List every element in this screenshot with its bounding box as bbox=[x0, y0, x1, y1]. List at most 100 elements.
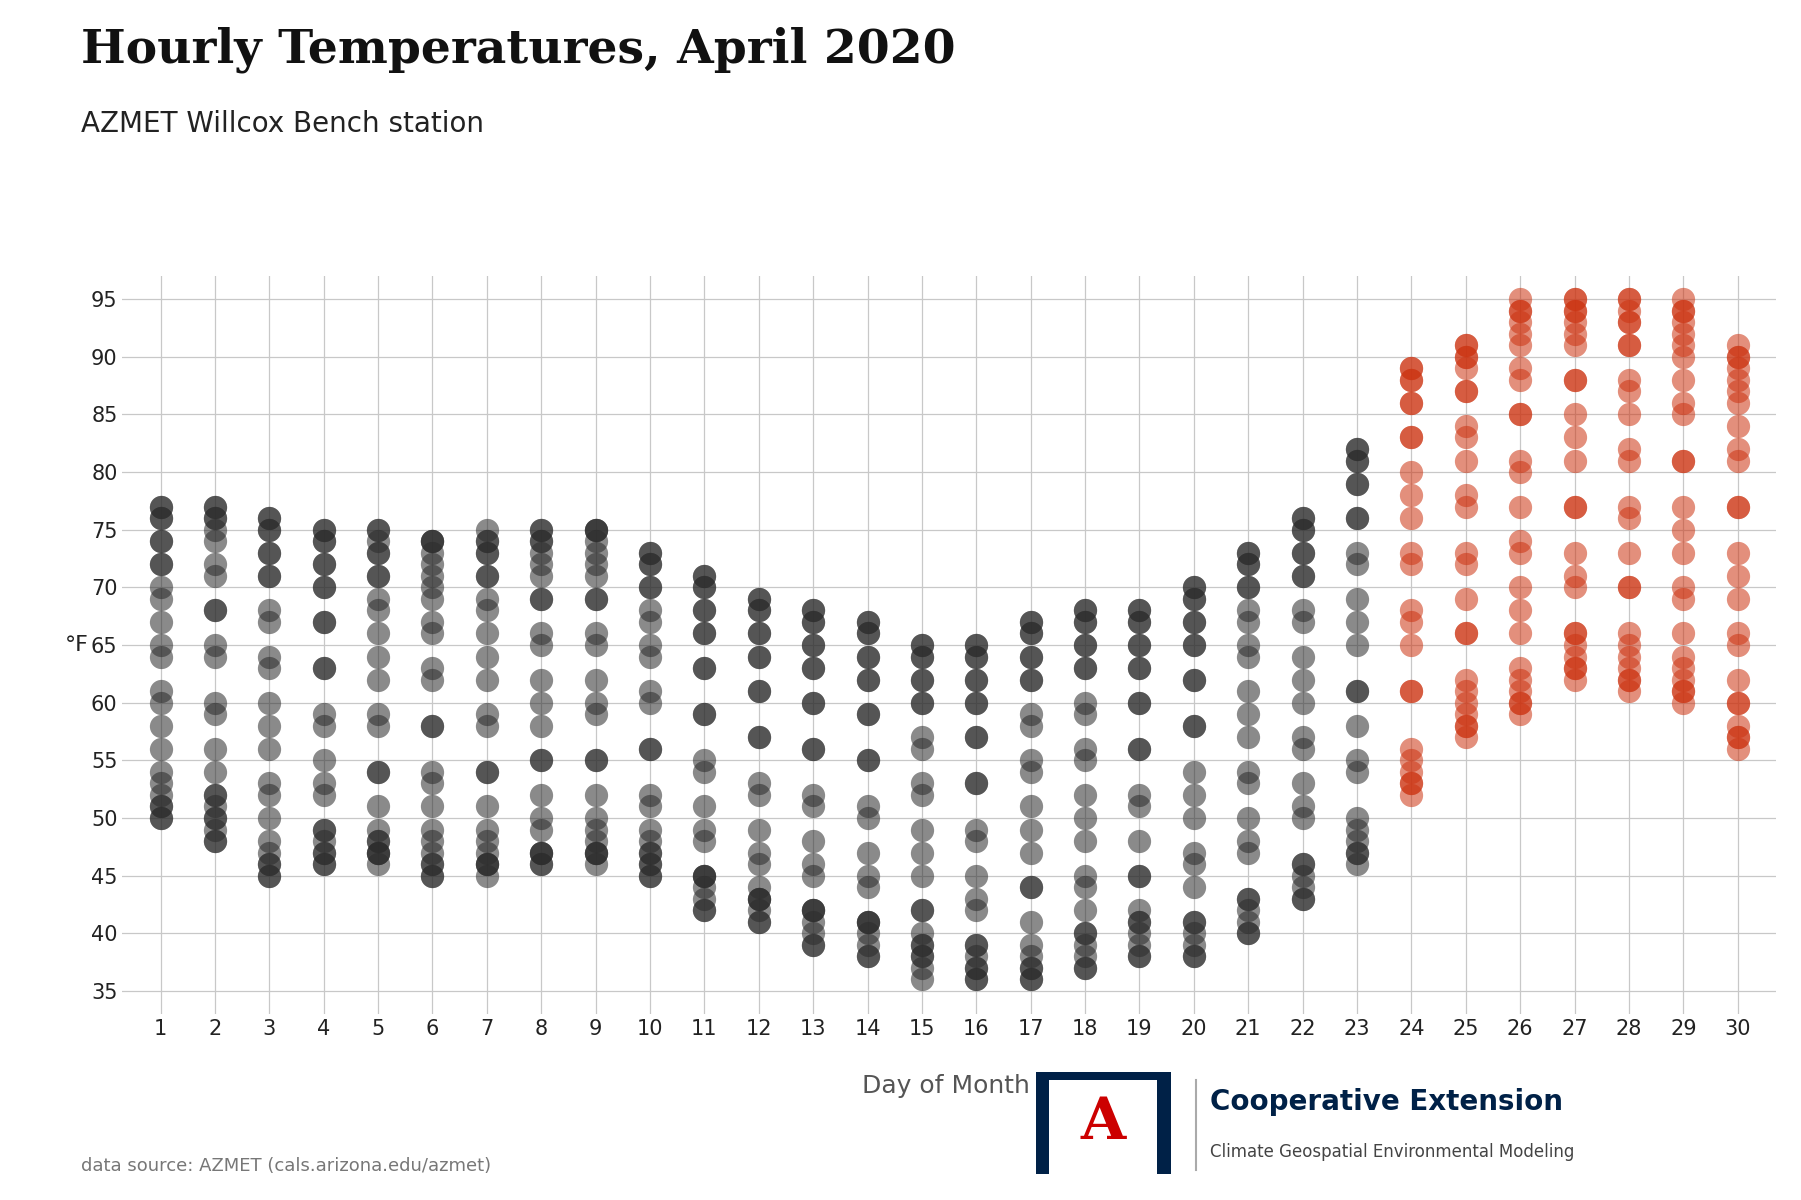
Point bbox=[256, 785, 285, 804]
Point bbox=[1670, 624, 1698, 643]
Point bbox=[908, 947, 937, 966]
Point bbox=[1288, 889, 1317, 908]
Point bbox=[1398, 751, 1426, 770]
Point bbox=[256, 854, 285, 874]
Point bbox=[744, 877, 773, 896]
Point bbox=[1342, 451, 1371, 470]
Point bbox=[1506, 624, 1534, 643]
Point bbox=[528, 532, 557, 551]
Point bbox=[364, 624, 393, 643]
Point bbox=[1070, 636, 1099, 655]
Point bbox=[256, 601, 285, 620]
Point bbox=[636, 636, 665, 655]
Point bbox=[1452, 589, 1480, 608]
Point bbox=[1234, 774, 1263, 793]
Point bbox=[1398, 359, 1426, 378]
Point bbox=[1288, 809, 1317, 828]
Point bbox=[418, 532, 447, 551]
Point bbox=[1288, 647, 1317, 666]
Point bbox=[962, 959, 991, 978]
Point bbox=[528, 809, 557, 828]
Point bbox=[1398, 370, 1426, 389]
Point bbox=[472, 854, 501, 874]
Point bbox=[472, 762, 501, 781]
Point bbox=[310, 577, 339, 596]
Point bbox=[1560, 577, 1588, 596]
Point bbox=[1070, 601, 1099, 620]
Point bbox=[744, 820, 773, 839]
Point bbox=[528, 716, 557, 736]
Point bbox=[310, 520, 339, 539]
Point bbox=[636, 842, 665, 862]
Point bbox=[1126, 912, 1154, 931]
Point bbox=[200, 704, 229, 724]
Point bbox=[1560, 336, 1588, 355]
Point bbox=[1560, 624, 1588, 643]
Point bbox=[690, 901, 719, 920]
Point bbox=[1288, 727, 1317, 746]
Point bbox=[310, 612, 339, 631]
Point bbox=[854, 612, 882, 631]
Point bbox=[256, 520, 285, 539]
Point bbox=[962, 935, 991, 954]
Point bbox=[310, 554, 339, 574]
Point bbox=[528, 854, 557, 874]
Point bbox=[854, 670, 882, 689]
Point bbox=[1234, 924, 1263, 943]
Point bbox=[1288, 520, 1317, 539]
Point bbox=[1560, 497, 1588, 516]
Point bbox=[146, 785, 175, 804]
Point bbox=[636, 544, 665, 563]
Point bbox=[1234, 842, 1263, 862]
Point bbox=[1234, 544, 1263, 563]
Point bbox=[528, 532, 557, 551]
Point bbox=[854, 842, 882, 862]
Point bbox=[1506, 462, 1534, 481]
Point bbox=[1560, 659, 1588, 678]
Point bbox=[636, 601, 665, 620]
Point bbox=[962, 727, 991, 746]
Point bbox=[1398, 486, 1426, 505]
Point bbox=[1670, 347, 1698, 366]
Point bbox=[1234, 554, 1263, 574]
Point bbox=[200, 739, 229, 758]
Point bbox=[962, 970, 991, 989]
Point bbox=[1398, 682, 1426, 701]
Point bbox=[1180, 612, 1208, 631]
Point bbox=[690, 866, 719, 886]
Point bbox=[1452, 382, 1480, 401]
Point bbox=[962, 774, 991, 793]
Point bbox=[690, 566, 719, 586]
Point bbox=[310, 554, 339, 574]
Point bbox=[1614, 624, 1643, 643]
Point bbox=[1506, 694, 1534, 713]
Point bbox=[472, 566, 501, 586]
Point bbox=[1016, 947, 1045, 966]
Point bbox=[1452, 347, 1480, 366]
Point bbox=[1452, 451, 1480, 470]
Point bbox=[200, 694, 229, 713]
Point bbox=[854, 704, 882, 724]
Point bbox=[800, 636, 828, 655]
Point bbox=[200, 566, 229, 586]
Point bbox=[908, 670, 937, 689]
Point bbox=[1126, 659, 1154, 678]
Point bbox=[1452, 670, 1480, 689]
Point bbox=[908, 694, 937, 713]
Point bbox=[744, 601, 773, 620]
Point bbox=[1670, 301, 1698, 320]
Point bbox=[1670, 670, 1698, 689]
Point bbox=[256, 544, 285, 563]
Point bbox=[310, 659, 339, 678]
Point bbox=[1126, 866, 1154, 886]
Point bbox=[364, 647, 393, 666]
Point bbox=[310, 532, 339, 551]
Point bbox=[582, 842, 611, 862]
Point bbox=[1288, 520, 1317, 539]
Point bbox=[256, 520, 285, 539]
Point bbox=[1016, 959, 1045, 978]
Point bbox=[1016, 877, 1045, 896]
Point bbox=[1126, 612, 1154, 631]
Point bbox=[1180, 935, 1208, 954]
Point bbox=[582, 670, 611, 689]
